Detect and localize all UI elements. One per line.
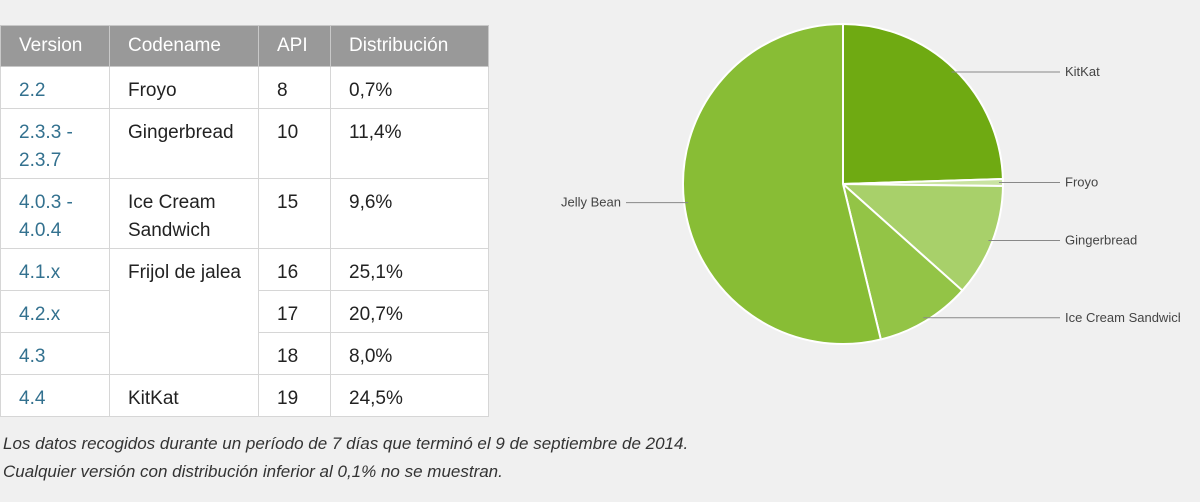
header-version: Version	[0, 25, 110, 67]
version-cell: 4.2.x	[0, 290, 110, 333]
version-cell: 4.3	[0, 332, 110, 375]
distribution-cell: 0,7%	[330, 66, 489, 109]
pie-slice-gingerbread	[840, 182, 1004, 292]
table-row: 4.0.3 - 4.0.4 Ice Cream Sandwich 15 9,6%	[0, 178, 489, 249]
table-row: 2.2 Froyo 8 0,7%	[0, 66, 489, 109]
data-collection-note: Los datos recogidos durante un período d…	[3, 434, 689, 453]
header-distribution: Distribución	[330, 25, 489, 67]
distribution-cell: 25,1%	[330, 248, 489, 291]
version-cell: 2.3.3 - 2.3.7	[0, 108, 110, 179]
version-cell: 2.2	[0, 66, 110, 109]
pie-label: KitKat	[1065, 64, 1100, 79]
pie-label: Jelly Bean	[561, 195, 621, 210]
pie-label: Gingerbread	[1065, 233, 1137, 248]
api-cell: 8	[258, 66, 331, 109]
distribution-table: Version Codename API Distribución 2.2 Fr…	[0, 25, 489, 417]
table-row: 4.4 KitKat 19 24,5%	[0, 374, 489, 417]
version-cell: 4.1.x	[0, 248, 110, 291]
table-row: 4.1.x Frijol de jalea 16 25,1%	[0, 248, 489, 375]
pie-label: Froyo	[1065, 175, 1098, 190]
api-cell: 19	[258, 374, 331, 417]
distribution-cell: 11,4%	[330, 108, 489, 179]
pie-slice-kitkat	[842, 22, 1004, 186]
version-cell: 4.4	[0, 374, 110, 417]
distribution-cell: 20,7%	[330, 290, 489, 333]
codename-cell: KitKat	[109, 374, 259, 417]
table-row: 4.3 18 8,0%	[0, 332, 489, 375]
pie-slice-ice-cream-sandwich	[841, 181, 964, 341]
distribution-cell: 8,0%	[330, 332, 489, 375]
header-codename: Codename	[109, 25, 259, 67]
table-header-row: Version Codename API Distribución	[0, 25, 489, 67]
distribution-pie-chart: KitKat Froyo Gingerbread Ice Cream Sandwich…	[561, 22, 1180, 345]
api-cell: 17	[258, 290, 331, 333]
header-api: API	[258, 25, 331, 67]
version-cell: 4.0.3 - 4.0.4	[0, 178, 110, 249]
codename-cell: Ice Cream Sandwich	[109, 178, 259, 249]
table-row: 2.3.3 - 2.3.7 Gingerbread 10 11,4%	[0, 108, 489, 179]
codename-cell: Gingerbread	[109, 108, 259, 179]
api-cell: 15	[258, 178, 331, 249]
codename-cell: Frijol de jalea	[109, 248, 259, 375]
api-cell: 10	[258, 108, 331, 179]
distribution-cell: 24,5%	[330, 374, 489, 417]
api-cell: 18	[258, 332, 331, 375]
pie-label: Ice Cream Sandwich	[1065, 310, 1180, 325]
api-cell: 16	[258, 248, 331, 291]
distribution-cell: 9,6%	[330, 178, 489, 249]
threshold-note: Cualquier versión con distribución infer…	[3, 462, 503, 481]
table-row: 4.2.x 17 20,7%	[0, 290, 489, 333]
codename-cell: Froyo	[109, 66, 259, 109]
